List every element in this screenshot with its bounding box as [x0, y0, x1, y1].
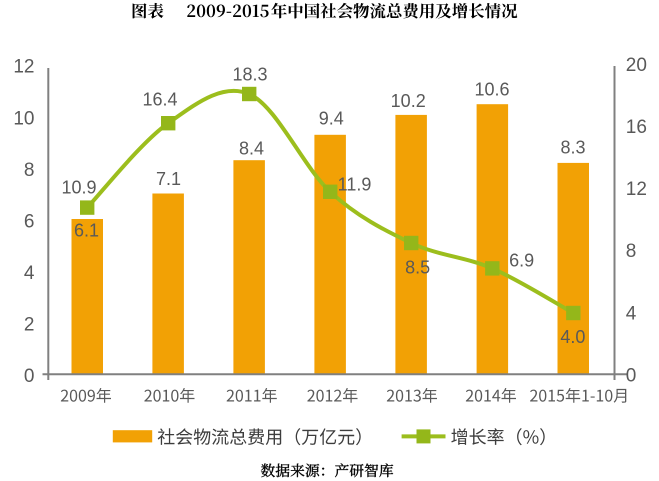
svg-text:16: 16	[626, 117, 647, 138]
svg-text:0: 0	[24, 366, 35, 387]
svg-text:16.4: 16.4	[142, 90, 177, 110]
svg-text:4: 4	[626, 303, 637, 324]
svg-text:7.1: 7.1	[156, 169, 181, 189]
svg-text:2: 2	[24, 314, 35, 335]
svg-text:10.9: 10.9	[61, 177, 96, 197]
svg-text:4: 4	[24, 263, 35, 284]
svg-text:12: 12	[626, 179, 647, 200]
svg-text:8.3: 8.3	[560, 138, 585, 158]
svg-text:20: 20	[626, 55, 647, 76]
svg-text:8: 8	[24, 160, 35, 181]
svg-text:18.3: 18.3	[232, 65, 267, 85]
svg-text:8.5: 8.5	[405, 257, 430, 277]
svg-text:10.6: 10.6	[474, 79, 509, 99]
svg-text:4.0: 4.0	[560, 327, 585, 347]
svg-text:6: 6	[24, 211, 35, 232]
svg-text:12: 12	[13, 57, 34, 78]
svg-text:10.2: 10.2	[391, 91, 426, 111]
svg-text:0: 0	[626, 365, 637, 386]
svg-text:8: 8	[626, 241, 637, 262]
svg-text:10: 10	[13, 108, 34, 129]
svg-text:6.9: 6.9	[509, 250, 534, 270]
svg-text:11.9: 11.9	[338, 174, 372, 194]
svg-text:6.1: 6.1	[74, 221, 99, 241]
svg-text:8.4: 8.4	[239, 139, 264, 159]
svg-text:9.4: 9.4	[319, 108, 344, 128]
